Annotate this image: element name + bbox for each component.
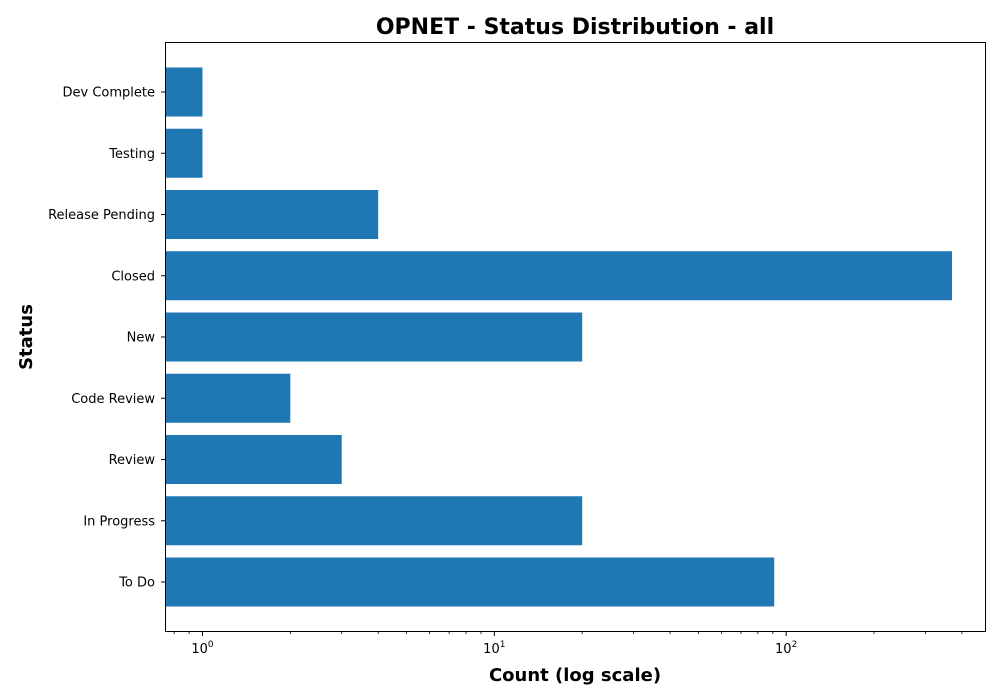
x-tick-label: 101 bbox=[483, 640, 505, 657]
bar bbox=[166, 190, 379, 239]
bar bbox=[166, 496, 583, 546]
y-tick-label: To Do bbox=[118, 576, 155, 591]
x-axis-title: Count (log scale) bbox=[489, 665, 661, 686]
y-axis-ticks: Dev Complete Testing Release Pending Closed… bbox=[48, 86, 166, 591]
bar bbox=[166, 67, 203, 117]
bar bbox=[166, 557, 775, 607]
y-tick-label: Code Review bbox=[71, 392, 155, 407]
bar bbox=[166, 435, 342, 484]
bar bbox=[166, 312, 583, 362]
x-tick-label: 100 bbox=[191, 640, 214, 657]
y-tick-label: Review bbox=[109, 453, 156, 468]
bar bbox=[166, 251, 953, 301]
chart-title: OPNET - Status Distribution - all bbox=[376, 15, 774, 40]
x-axis-ticks: 100 101 102 bbox=[173, 631, 963, 657]
bar bbox=[166, 373, 291, 423]
y-tick-label: New bbox=[127, 331, 156, 346]
y-axis-title: Status bbox=[16, 304, 37, 370]
bar bbox=[166, 128, 203, 178]
y-tick-label: Dev Complete bbox=[63, 86, 156, 101]
plot-frame bbox=[165, 42, 986, 632]
y-tick-label: Closed bbox=[111, 269, 155, 284]
plot-area: Dev Complete Testing Release Pending Closed… bbox=[48, 42, 986, 657]
bars-group bbox=[166, 67, 953, 607]
y-tick-label: Release Pending bbox=[48, 208, 155, 223]
x-tick-label: 102 bbox=[775, 640, 797, 657]
y-tick-label: In Progress bbox=[83, 514, 155, 529]
y-tick-label: Testing bbox=[108, 147, 155, 162]
